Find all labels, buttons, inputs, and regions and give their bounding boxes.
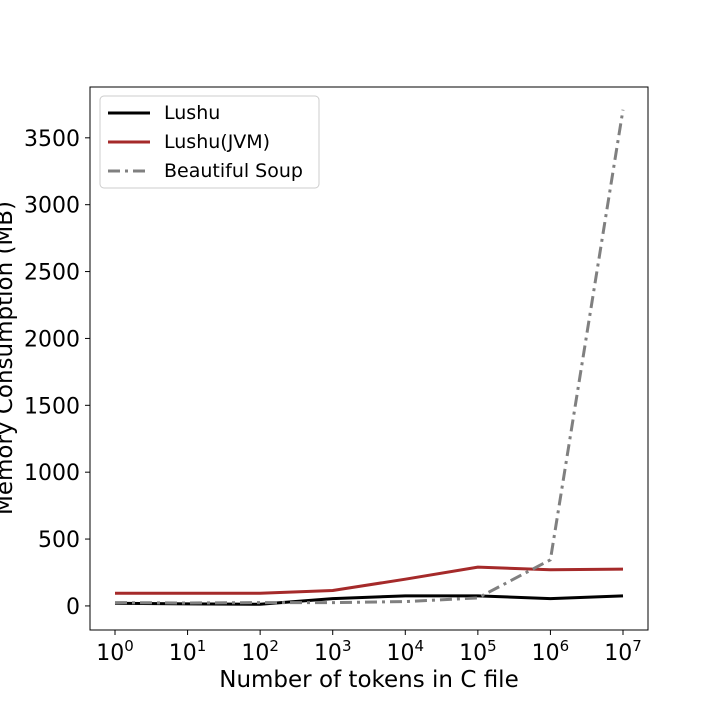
y-tick-label: 3500	[24, 127, 80, 152]
legend-label: Lushu(JVM)	[164, 131, 270, 153]
x-tick-label: 102	[241, 637, 279, 666]
legend-label: Beautiful Soup	[164, 160, 303, 182]
y-axis: 0 500 1000 1500 2000 2500 3000 3500	[24, 127, 90, 620]
x-tick-label: 100	[96, 637, 134, 666]
legend-frame	[99, 95, 320, 189]
x-tick-label: 105	[459, 637, 497, 666]
legend: Lushu Lushu(JVM) Beautiful Soup	[99, 95, 320, 189]
y-tick-label: 500	[38, 528, 80, 553]
x-tick-label: 107	[604, 637, 642, 666]
x-tick-label: 103	[314, 637, 352, 666]
x-axis: 100 101 102 103 104 105 106 107	[96, 630, 642, 666]
series-line-lushu-jvm	[115, 565, 624, 595]
legend-label: Lushu	[164, 102, 220, 124]
x-tick-label: 104	[387, 637, 425, 666]
x-tick-label: 101	[169, 637, 207, 666]
y-tick-label: 0	[66, 595, 80, 620]
x-axis-label: Number of tokens in C file	[219, 667, 518, 693]
series-line-beautiful-soup	[114, 109, 625, 605]
y-axis-label: Memory Consumption (MB)	[0, 201, 18, 515]
y-tick-label: 3000	[24, 194, 80, 219]
y-tick-label: 2000	[24, 327, 80, 352]
y-tick-label: 2500	[24, 261, 80, 286]
y-tick-label: 1000	[24, 461, 80, 486]
series-layer	[114, 109, 625, 606]
plot-frame	[89, 86, 649, 631]
x-tick-label: 106	[532, 637, 570, 666]
y-tick-label: 1500	[24, 394, 80, 419]
